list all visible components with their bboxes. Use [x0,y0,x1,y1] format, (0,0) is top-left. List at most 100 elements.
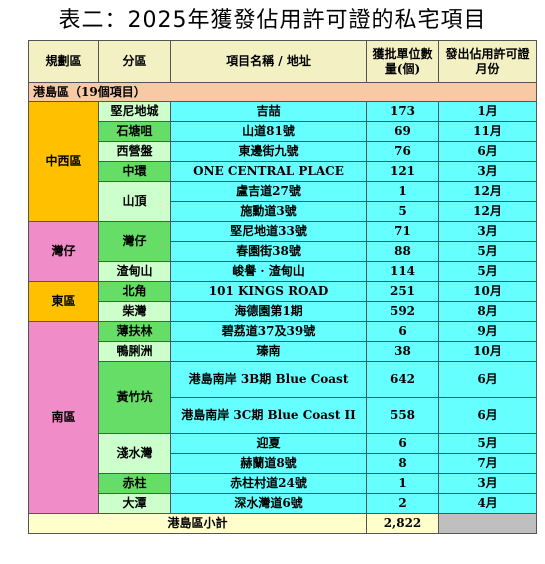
units-cell: 1 [366,181,439,202]
project-cell: 山道81號 [170,121,367,142]
table-row: 春園街38號 88 5月 [29,241,537,262]
units-cell: 2 [366,493,439,514]
table-row: 渣甸山 峻譽 · 渣甸山 114 5月 [29,261,537,282]
units-cell: 121 [366,161,439,182]
project-cell: 峻譽 · 渣甸山 [170,261,367,282]
district-cell: 淺水灣 [98,433,171,474]
month-cell: 8月 [438,301,537,322]
units-cell: 6 [366,321,439,342]
district-cell: 柴灣 [98,301,171,322]
units-cell: 558 [366,397,439,434]
table-row: 山頂 盧吉道27號 1 12月 [29,181,537,222]
district-cell: 灣仔 [98,221,171,262]
units-cell: 173 [366,101,439,122]
month-cell: 10月 [438,341,537,362]
region-wan-chai: 灣仔 [28,221,99,282]
units-cell: 1 [366,473,439,494]
month-cell: 11月 [438,121,537,142]
table-row: 鴨脷洲 瑧南 38 10月 [29,341,537,362]
month-cell: 9月 [438,321,537,342]
project-cell: 海德園第1期 [170,301,367,322]
table-row: 南區 薄扶林 碧荔道37及39號 6 9月 [28,321,537,514]
district-cell: 薄扶林 [98,321,171,342]
units-cell: 114 [366,261,439,282]
projects-table: 規劃區 分區 項目名稱 / 地址 獲批單位數量(個) 發出佔用許可證月份 港島區… [28,40,537,534]
month-cell: 6月 [438,141,537,162]
district-cell: 鴨脷洲 [98,341,171,362]
table-row: 灣仔 灣仔 堅尼地道33號 71 3月 [28,221,537,282]
project-cell: 瑧南 [170,341,367,362]
month-cell: 3月 [438,221,537,242]
project-cell: 港島南岸 3C期 Blue Coast II [170,397,367,434]
project-cell: 堅尼地道33號 [170,221,367,242]
table-row: 赫蘭道8號 8 7月 [29,453,537,474]
project-cell: 施勳道3號 [170,201,367,222]
units-cell: 76 [366,141,439,162]
district-cell: 北角 [98,281,171,302]
table-row: 赤柱 赤柱村道24號 1 3月 [29,473,537,494]
month-cell: 10月 [438,281,537,302]
district-cell: 赤柱 [98,473,171,494]
month-cell: 5月 [438,433,537,454]
table-row: 淺水灣 迎夏 6 5月 [29,433,537,474]
units-cell: 8 [366,453,439,474]
project-cell: 吉喆 [170,101,367,122]
table-row: 港島南岸 3C期 Blue Coast II 558 6月 [29,397,537,434]
total-empty-cell [438,513,537,534]
month-cell: 1月 [438,101,537,122]
district-cell: 渣甸山 [98,261,171,282]
header-row: 規劃區 分區 項目名稱 / 地址 獲批單位數量(個) 發出佔用許可證月份 [28,40,537,83]
month-cell: 4月 [438,493,537,514]
table-row: 黃竹坑 港島南岸 3B期 Blue Coast 642 6月 [29,361,537,434]
project-cell: ONE CENTRAL PLACE [170,161,367,182]
month-cell: 5月 [438,241,537,262]
units-cell: 69 [366,121,439,142]
district-cell: 石塘咀 [98,121,171,142]
district-cell: 黃竹坑 [98,361,171,434]
total-row: 港島區小計 2,822 [28,513,537,534]
section-row: 港島區（19個項目） [28,82,537,102]
project-cell: 盧吉道27號 [170,181,367,202]
header-region: 規劃區 [28,40,99,83]
header-project: 項目名稱 / 地址 [170,40,367,83]
header-month: 發出佔用許可證月份 [438,40,537,83]
month-cell: 7月 [438,453,537,474]
table-row: 西營盤 東邊街九號 76 6月 [29,141,537,162]
project-cell: 101 KINGS ROAD [170,281,367,302]
district-cell: 西營盤 [98,141,171,162]
region-southern: 南區 [28,321,99,514]
units-cell: 6 [366,433,439,454]
header-units: 獲批單位數量(個) [366,40,439,83]
project-cell: 深水灣道6號 [170,493,367,514]
month-cell: 5月 [438,261,537,282]
region-central-western: 中西區 [28,101,99,222]
district-cell: 山頂 [98,181,171,222]
district-cell: 中環 [98,161,171,182]
month-cell: 3月 [438,473,537,494]
project-cell: 赫蘭道8號 [170,453,367,474]
table-row: 大潭 深水灣道6號 2 4月 [29,493,537,514]
month-cell: 12月 [438,201,537,222]
district-cell: 堅尼地城 [98,101,171,122]
month-cell: 3月 [438,161,537,182]
month-cell: 12月 [438,181,537,202]
project-cell: 春園街38號 [170,241,367,262]
project-cell: 東邊街九號 [170,141,367,162]
project-cell: 迎夏 [170,433,367,454]
section-label: 港島區（19個項目） [28,82,537,102]
units-cell: 71 [366,221,439,242]
district-cell: 大潭 [98,493,171,514]
month-cell: 6月 [438,361,537,398]
total-label: 港島區小計 [28,513,367,534]
month-cell: 6月 [438,397,537,434]
units-cell: 251 [366,281,439,302]
region-eastern: 東區 [28,281,99,322]
project-cell: 碧荔道37及39號 [170,321,367,342]
total-value: 2,822 [366,513,439,534]
units-cell: 5 [366,201,439,222]
units-cell: 642 [366,361,439,398]
table-row: 中環 ONE CENTRAL PLACE 121 3月 [29,161,537,182]
header-district: 分區 [98,40,171,83]
units-cell: 592 [366,301,439,322]
project-cell: 赤柱村道24號 [170,473,367,494]
